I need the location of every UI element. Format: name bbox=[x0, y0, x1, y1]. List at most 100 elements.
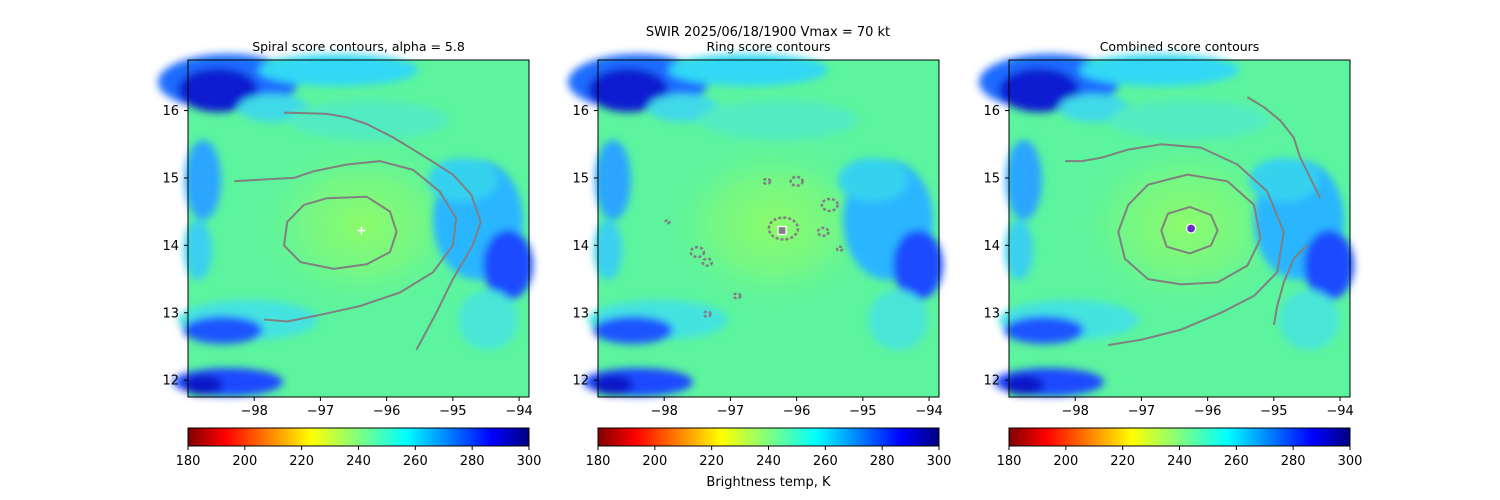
colorbar-gradient bbox=[597, 427, 940, 447]
colorbar-gradient bbox=[1008, 427, 1351, 447]
x-tick-label: −94 bbox=[915, 404, 942, 419]
colorbar-tick-label: 280 bbox=[460, 454, 485, 469]
colorbar-tick-label: 300 bbox=[517, 454, 542, 469]
contour-line-4 bbox=[1272, 244, 1308, 326]
ring-blob-2 bbox=[816, 226, 830, 238]
ring-blob-6 bbox=[701, 257, 714, 267]
x-tick-label: −96 bbox=[783, 404, 810, 419]
contours bbox=[1065, 96, 1322, 347]
suptitle: SWIR 2025/06/18/1900 Vmax = 70 kt bbox=[646, 25, 890, 40]
x-tick-label: −98 bbox=[650, 404, 677, 419]
y-tick-label: 14 bbox=[162, 239, 179, 254]
colorbar-tick-label: 300 bbox=[1338, 454, 1363, 469]
y-tick-label: 13 bbox=[162, 306, 179, 321]
contours bbox=[234, 111, 482, 351]
colorbar: 180 200 220 240 260 280 300 Brightness temp, K bbox=[586, 427, 952, 490]
y-axis: 12 13 14 15 16 bbox=[162, 104, 188, 389]
y-tick-label: 13 bbox=[983, 306, 1000, 321]
axes-frame bbox=[187, 59, 530, 398]
y-axis: 12 13 14 15 16 bbox=[983, 104, 1009, 389]
ring-blob-1 bbox=[820, 197, 839, 213]
contour-line-0 bbox=[283, 195, 398, 270]
center-marker bbox=[1185, 223, 1197, 234]
colorbar-ticks: 180 200 220 240 260 280 300 bbox=[997, 446, 1363, 469]
y-tick-label: 16 bbox=[572, 104, 589, 119]
colorbar: 180 200 220 240 260 280 300 bbox=[176, 427, 542, 469]
y-tick-label: 16 bbox=[983, 104, 1000, 119]
colorbar-tick-label: 260 bbox=[403, 454, 428, 469]
colorbar-tick-label: 200 bbox=[642, 454, 667, 469]
panel-title: Combined score contours bbox=[1100, 39, 1260, 54]
ring-blob-0 bbox=[767, 216, 800, 241]
x-axis: −98 −97 −96 −95 −94 bbox=[650, 397, 943, 419]
cloud-field bbox=[568, 54, 943, 397]
y-tick-label: 14 bbox=[572, 239, 589, 254]
colorbar-label: Brightness temp, K bbox=[706, 475, 831, 490]
x-tick-label: −96 bbox=[373, 404, 400, 419]
colorbar-tick-label: 240 bbox=[756, 454, 781, 469]
x-tick-label: −94 bbox=[1326, 404, 1353, 419]
ring-blob-8 bbox=[702, 310, 712, 318]
y-tick-label: 16 bbox=[162, 104, 179, 119]
cloud-field bbox=[158, 54, 533, 397]
x-tick-label: −95 bbox=[1260, 404, 1287, 419]
cloud-field bbox=[979, 54, 1354, 397]
y-tick-label: 15 bbox=[572, 171, 589, 186]
ring-panel: Ring score contours −98 −97 −96 −95 −94 12 13… bbox=[568, 39, 943, 419]
x-tick-label: −98 bbox=[240, 404, 267, 419]
colorbar-tick-label: 240 bbox=[1167, 454, 1192, 469]
colorbar-ticks: 180 200 220 240 260 280 300 bbox=[176, 446, 542, 469]
y-tick-label: 15 bbox=[983, 171, 1000, 186]
x-tick-label: −98 bbox=[1061, 404, 1088, 419]
colorbar-tick-label: 220 bbox=[289, 454, 314, 469]
axes-frame bbox=[1008, 59, 1351, 398]
y-tick-label: 12 bbox=[572, 374, 589, 389]
x-axis: −98 −97 −96 −95 −94 bbox=[1061, 397, 1354, 419]
y-tick-label: 12 bbox=[983, 374, 1000, 389]
contour-line-1 bbox=[234, 160, 458, 323]
colorbar-tick-label: 240 bbox=[346, 454, 371, 469]
colorbar-tick-label: 180 bbox=[997, 454, 1022, 469]
ring-blob-10 bbox=[664, 219, 671, 225]
contour-line-2 bbox=[1065, 143, 1285, 347]
contour-line-2 bbox=[283, 111, 482, 351]
y-tick-label: 13 bbox=[572, 306, 589, 321]
colorbar-gradient bbox=[187, 427, 530, 447]
y-tick-label: 12 bbox=[162, 374, 179, 389]
ring-blob-5 bbox=[689, 245, 706, 259]
contours bbox=[664, 175, 844, 318]
x-tick-label: −94 bbox=[505, 404, 532, 419]
ring-blob-4 bbox=[762, 177, 772, 186]
contour-line-3 bbox=[1246, 96, 1322, 199]
contour-line-0 bbox=[1160, 205, 1219, 255]
x-tick-label: −96 bbox=[1194, 404, 1221, 419]
y-axis: 12 13 14 15 16 bbox=[572, 104, 598, 389]
colorbar-tick-label: 220 bbox=[699, 454, 724, 469]
colorbar-tick-label: 180 bbox=[176, 454, 201, 469]
colorbar-tick-label: 300 bbox=[927, 454, 952, 469]
colorbar-tick-label: 220 bbox=[1110, 454, 1135, 469]
colorbar-tick-label: 260 bbox=[1224, 454, 1249, 469]
x-axis: −98 −97 −96 −95 −94 bbox=[240, 397, 533, 419]
x-tick-label: −95 bbox=[439, 404, 466, 419]
axes-frame bbox=[597, 59, 940, 398]
ring-blob-3 bbox=[789, 175, 804, 188]
colorbar-tick-label: 180 bbox=[586, 454, 611, 469]
panel-title: Spiral score contours, alpha = 5.8 bbox=[252, 39, 465, 54]
center-marker bbox=[777, 225, 787, 236]
x-tick-label: −97 bbox=[1128, 404, 1155, 419]
contour-line-1 bbox=[1117, 173, 1262, 286]
colorbar-tick-label: 200 bbox=[232, 454, 257, 469]
x-tick-label: −97 bbox=[717, 404, 744, 419]
spiral-panel: Spiral score contours, alpha = 5.8 −98 −9… bbox=[158, 39, 533, 419]
y-tick-label: 15 bbox=[162, 171, 179, 186]
ring-blob-7 bbox=[732, 292, 742, 300]
colorbar-tick-label: 200 bbox=[1053, 454, 1078, 469]
colorbar: 180 200 220 240 260 280 300 bbox=[997, 427, 1363, 469]
x-tick-label: −97 bbox=[307, 404, 334, 419]
colorbar-tick-label: 280 bbox=[870, 454, 895, 469]
colorbar-tick-label: 280 bbox=[1281, 454, 1306, 469]
colorbar-ticks: 180 200 220 240 260 280 300 bbox=[586, 446, 952, 469]
combined-panel: Combined score contours −98 −97 −96 −95 −94 … bbox=[979, 39, 1354, 419]
